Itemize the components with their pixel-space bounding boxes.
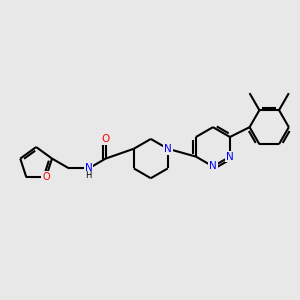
Text: N: N	[209, 161, 217, 171]
Text: O: O	[101, 134, 110, 144]
Text: H: H	[85, 171, 92, 180]
Text: N: N	[85, 164, 92, 173]
Text: N: N	[226, 152, 234, 162]
Text: O: O	[42, 172, 50, 182]
Text: N: N	[164, 144, 172, 154]
